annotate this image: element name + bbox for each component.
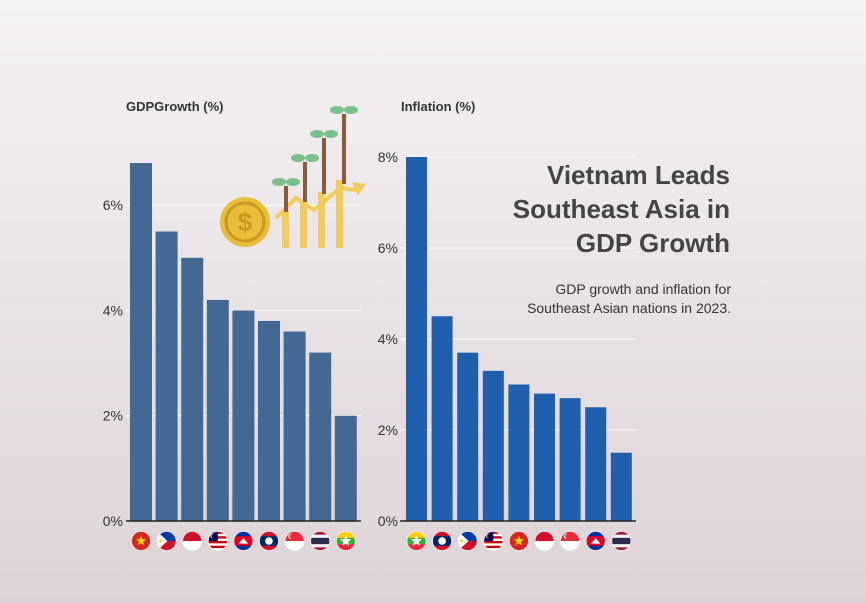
- flag-id-icon: [182, 531, 202, 551]
- inf-bar-la: [431, 316, 453, 521]
- gdp-bar-id: [181, 257, 204, 521]
- flag-id-icon: [534, 531, 555, 551]
- flag-sg-icon: [560, 531, 580, 551]
- flag-la-icon: [259, 531, 279, 551]
- flag-th-icon: [310, 531, 331, 551]
- flag-vn-icon: [509, 531, 529, 551]
- gdp-chart-title: GDPGrowth (%): [126, 99, 224, 114]
- inf-y-tick-label: 8%: [378, 149, 398, 165]
- headline: Vietnam Leads Southeast Asia in GDP Grow…: [512, 160, 730, 258]
- gdp-bar-ph: [155, 231, 178, 521]
- gdp-bar-sg: [283, 331, 306, 521]
- inf-y-tick-label: 4%: [378, 331, 398, 347]
- inf-bar-id: [534, 393, 555, 521]
- money-growth-icon: $: [220, 106, 366, 248]
- flag-sg-icon: [284, 531, 305, 551]
- flag-ph-icon: [457, 531, 478, 551]
- inf-bar-my: [482, 370, 504, 521]
- inflation-chart: Inflation (%) 0% 2% 4% 6% 8%: [378, 99, 636, 551]
- gdp-bar-vn: [130, 163, 152, 521]
- flag-mm-icon: [406, 531, 427, 551]
- inf-y-tick-label: 6%: [378, 240, 398, 256]
- inflation-chart-title: Inflation (%): [401, 99, 475, 114]
- gdp-y-tick-label: 4%: [103, 302, 123, 318]
- flag-vn-icon: [131, 531, 151, 551]
- gdp-bar-my: [206, 299, 229, 521]
- flag-la-icon: [432, 531, 452, 551]
- gdp-bar-mm: [334, 415, 357, 521]
- flag-ph-icon: [156, 531, 177, 551]
- flag-th-icon: [611, 531, 632, 551]
- inf-y-tick-label: 0%: [378, 513, 398, 529]
- flag-my-icon: [208, 531, 228, 551]
- gdp-y-tick-label: 6%: [103, 197, 123, 213]
- inf-bar-kh: [585, 407, 607, 521]
- flag-kh-icon: [233, 531, 254, 551]
- flag-mm-icon: [335, 531, 356, 551]
- gdp-y-tick-label: 0%: [103, 513, 123, 529]
- gdp-bar-th: [309, 352, 332, 521]
- inf-bar-th: [610, 452, 632, 521]
- svg-text:$: $: [238, 207, 253, 237]
- gdp-bar-la: [258, 320, 280, 521]
- gdp-bar-kh: [232, 310, 255, 521]
- inf-bar-mm: [406, 157, 427, 521]
- inf-bar-ph: [457, 352, 479, 521]
- inf-y-tick-label: 2%: [378, 422, 398, 438]
- gdp-y-tick-label: 2%: [103, 408, 123, 424]
- inf-bar-vn: [508, 384, 530, 521]
- subtitle: GDP growth and inflation for Southeast A…: [527, 281, 731, 316]
- flag-kh-icon: [585, 531, 606, 551]
- gdp-growth-chart: GDPGrowth (%) 0% 2% 4% 6%: [103, 99, 361, 551]
- flag-my-icon: [483, 531, 504, 551]
- inf-bar-sg: [559, 398, 581, 521]
